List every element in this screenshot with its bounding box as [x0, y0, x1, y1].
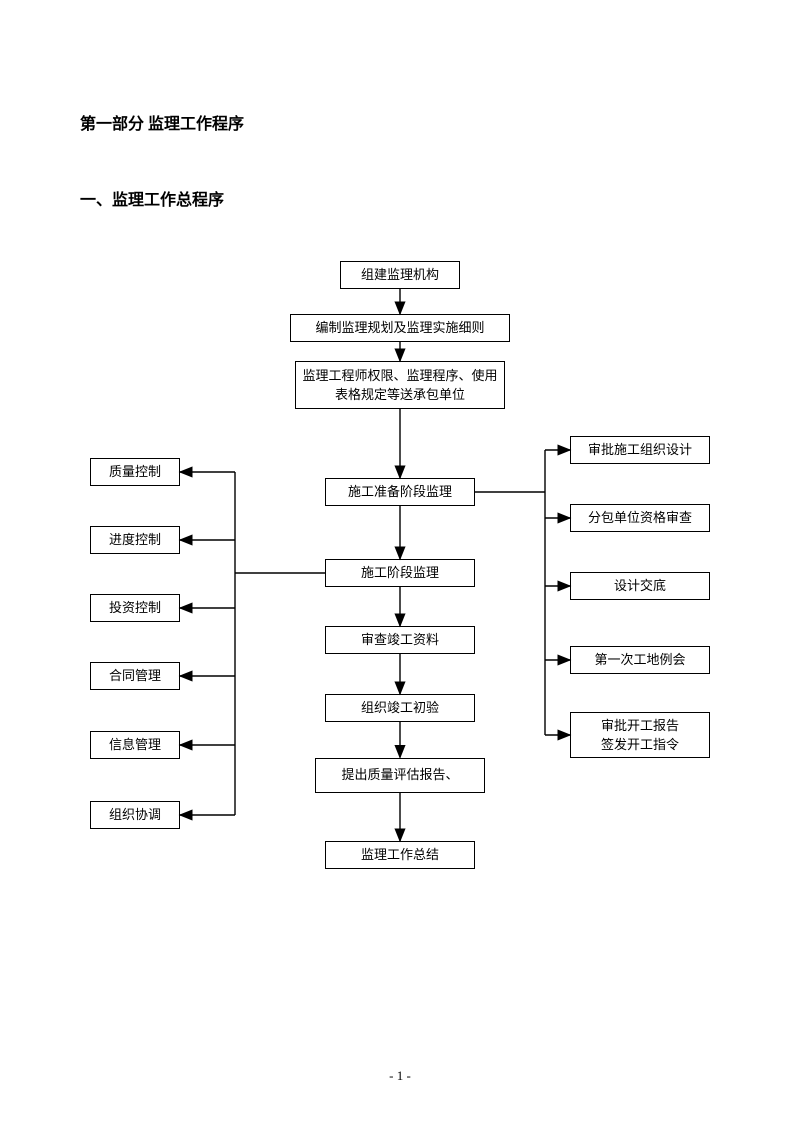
left-l2: 进度控制 [90, 526, 180, 554]
flow-n1: 组建监理机构 [340, 261, 460, 289]
left-l4: 合同管理 [90, 662, 180, 690]
flow-n2: 编制监理规划及监理实施细则 [290, 314, 510, 342]
flow-n9: 监理工作总结 [325, 841, 475, 869]
left-l1: 质量控制 [90, 458, 180, 486]
title-sub: 一、监理工作总程序 [80, 186, 224, 210]
flow-n5: 施工阶段监理 [325, 559, 475, 587]
title-main: 第一部分 监理工作程序 [80, 110, 244, 134]
left-l3: 投资控制 [90, 594, 180, 622]
page-container: 第一部分 监理工作程序 一、监理工作总程序 组建监理机构编制监理规划及监理实施细… [0, 0, 800, 1132]
left-l6: 组织协调 [90, 801, 180, 829]
right-r1: 审批施工组织设计 [570, 436, 710, 464]
flow-n7: 组织竣工初验 [325, 694, 475, 722]
flow-n6: 审查竣工资料 [325, 626, 475, 654]
right-r4: 第一次工地例会 [570, 646, 710, 674]
flow-n4: 施工准备阶段监理 [325, 478, 475, 506]
page-number: - 1 - [389, 1068, 411, 1084]
left-l5: 信息管理 [90, 731, 180, 759]
right-r2: 分包单位资格审查 [570, 504, 710, 532]
flow-n8: 提出质量评估报告、 [315, 758, 485, 793]
flow-n3: 监理工程师权限、监理程序、使用表格规定等送承包单位 [295, 361, 505, 409]
right-r3: 设计交底 [570, 572, 710, 600]
right-r5: 审批开工报告签发开工指令 [570, 712, 710, 758]
